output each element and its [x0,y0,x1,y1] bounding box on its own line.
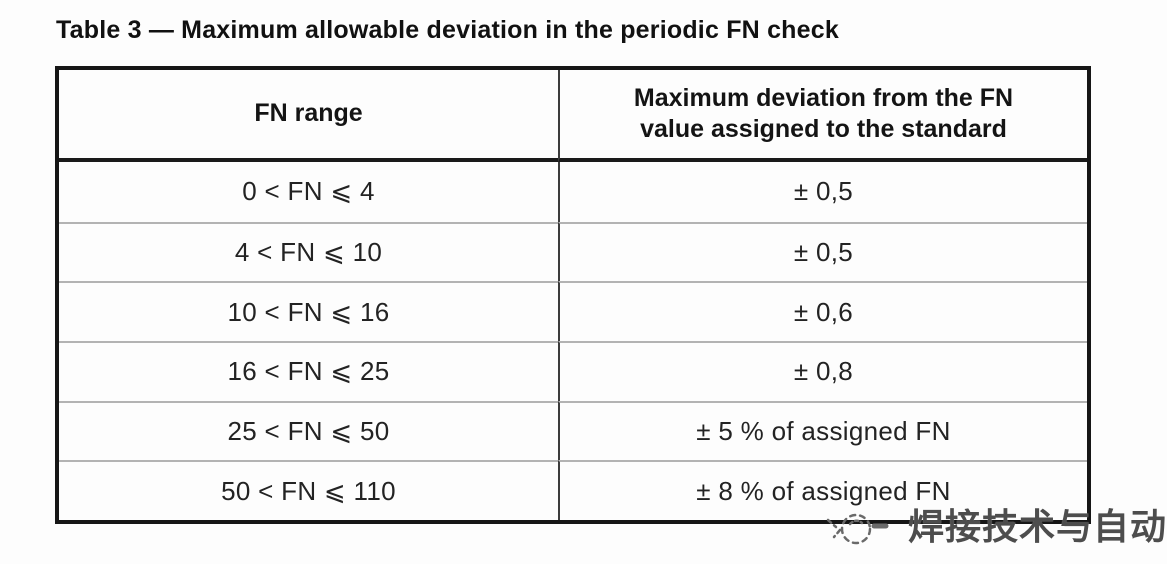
column-header-fn-range: FN range [59,70,558,162]
column-header-max-deviation: Maximum deviation from the FN value assi… [558,70,1087,162]
deviation-cell: ± 5 % of assigned FN [558,400,1087,461]
fn-range-cell: 50 < FN ⩽ 110 [59,460,558,520]
deviation-cell: ± 8 % of assigned FN [558,460,1087,520]
deviation-cell: ± 0,5 [558,221,1087,282]
deviation-cell: ± 0,6 [558,281,1087,341]
watermark-logo-icon [826,513,889,545]
fn-range-cell: 4 < FN ⩽ 10 [59,221,558,282]
fn-range-cell: 16 < FN ⩽ 25 [59,341,558,401]
table-title: Table 3 — Maximum allowable deviation in… [56,16,839,44]
fn-range-cell: 10 < FN ⩽ 16 [59,281,558,341]
fn-deviation-table: FN range Maximum deviation from the FN v… [55,66,1091,524]
fn-range-cell: 25 < FN ⩽ 50 [59,400,558,461]
watermark-text: 焊接技术与自动化 [908,506,1167,547]
fn-range-cell: 0 < FN ⩽ 4 [242,176,375,207]
watermark: 焊接技术与自动化 [826,496,1167,552]
deviation-cell: ± 0,5 [558,162,1087,222]
deviation-cell: ± 0,8 [558,341,1087,401]
